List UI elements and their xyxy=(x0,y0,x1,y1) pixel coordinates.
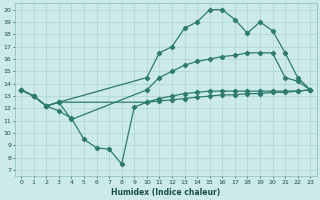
X-axis label: Humidex (Indice chaleur): Humidex (Indice chaleur) xyxy=(111,188,220,197)
